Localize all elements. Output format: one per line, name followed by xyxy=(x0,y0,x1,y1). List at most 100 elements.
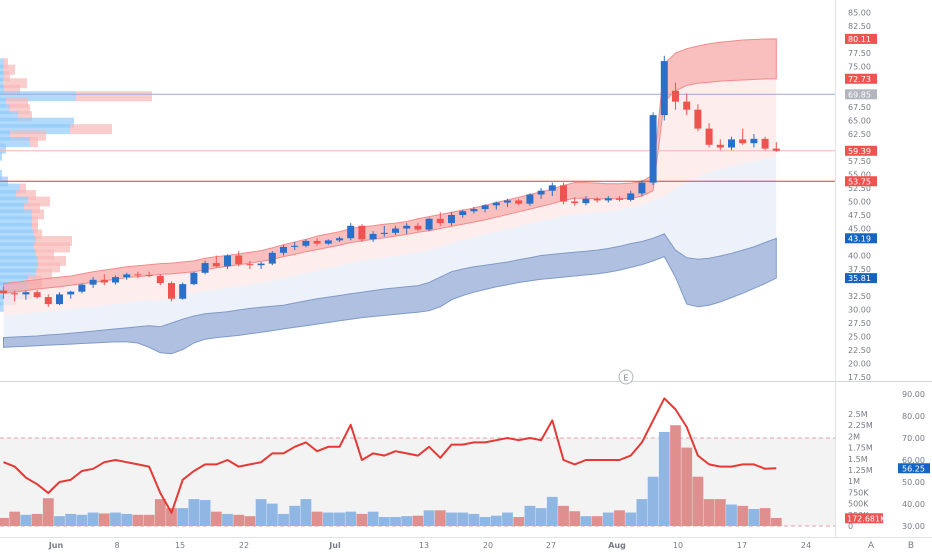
candle-body[interactable] xyxy=(414,225,422,230)
candle-body[interactable] xyxy=(470,209,478,212)
volume-bar[interactable] xyxy=(412,515,424,526)
candle-body[interactable] xyxy=(425,218,433,230)
volume-bar[interactable] xyxy=(434,510,446,526)
candle-body[interactable] xyxy=(336,238,343,241)
volume-badge[interactable] xyxy=(845,513,883,524)
event-marker[interactable]: E xyxy=(618,369,634,385)
candle-body[interactable] xyxy=(358,225,366,240)
candle-body[interactable] xyxy=(78,284,86,292)
candle-body[interactable] xyxy=(459,211,467,215)
candle-body[interactable] xyxy=(526,194,534,204)
volume-bar[interactable] xyxy=(658,431,670,526)
price-badge[interactable] xyxy=(845,33,877,44)
volume-bar[interactable] xyxy=(446,512,457,526)
candle-body[interactable] xyxy=(190,272,198,285)
volume-bar[interactable] xyxy=(390,517,401,526)
volume-bar[interactable] xyxy=(591,516,603,526)
volume-rsi-pane[interactable] xyxy=(0,397,835,527)
volume-bar[interactable] xyxy=(558,505,569,526)
volume-bar[interactable] xyxy=(334,512,345,526)
volume-bar[interactable] xyxy=(670,425,681,526)
volume-bar[interactable] xyxy=(166,508,177,526)
price-badge[interactable] xyxy=(845,89,877,100)
candle-body[interactable] xyxy=(728,139,735,148)
candle-body[interactable] xyxy=(560,185,567,202)
candle-body[interactable] xyxy=(739,139,747,144)
candle-body[interactable] xyxy=(11,293,19,295)
volume-bar[interactable] xyxy=(535,508,547,526)
candle-body[interactable] xyxy=(683,101,691,110)
candle-body[interactable] xyxy=(347,225,355,239)
volume-bar[interactable] xyxy=(759,508,771,526)
candle-body[interactable] xyxy=(302,240,310,246)
volume-bar[interactable] xyxy=(356,513,368,526)
candle-body[interactable] xyxy=(537,190,545,195)
candle-body[interactable] xyxy=(246,264,254,266)
volume-bar[interactable] xyxy=(569,511,581,526)
candle-body[interactable] xyxy=(145,274,153,277)
volume-bar[interactable] xyxy=(714,499,726,526)
candle-body[interactable] xyxy=(257,263,265,266)
volume-bar[interactable] xyxy=(692,476,704,526)
candle-body[interactable] xyxy=(515,200,523,204)
volume-bar[interactable] xyxy=(9,511,21,526)
volume-bar[interactable] xyxy=(244,516,256,526)
volume-bar[interactable] xyxy=(647,476,659,526)
volume-bar[interactable] xyxy=(20,514,32,526)
volume-bar[interactable] xyxy=(65,513,77,526)
candle-body[interactable] xyxy=(582,198,590,204)
candle-body[interactable] xyxy=(672,90,679,102)
candle-body[interactable] xyxy=(89,279,97,285)
volume-bar[interactable] xyxy=(367,511,379,526)
volume-bar[interactable] xyxy=(110,512,121,526)
log-scale-button[interactable]: B xyxy=(908,541,914,551)
volume-bar[interactable] xyxy=(468,513,480,526)
volume-bar[interactable] xyxy=(401,516,413,526)
volume-bar[interactable] xyxy=(300,499,312,526)
candle-body[interactable] xyxy=(604,198,612,201)
candle-body[interactable] xyxy=(324,240,332,244)
volume-bar[interactable] xyxy=(54,516,65,526)
volume-bar[interactable] xyxy=(580,516,592,526)
volume-bar[interactable] xyxy=(770,517,782,526)
candle-body[interactable] xyxy=(56,294,63,305)
candle-body[interactable] xyxy=(660,61,668,116)
candle-body[interactable] xyxy=(67,291,75,295)
candle-body[interactable] xyxy=(761,138,769,149)
volume-bar[interactable] xyxy=(154,499,166,526)
volume-bar[interactable] xyxy=(311,511,323,526)
candle-body[interactable] xyxy=(481,205,489,210)
candle-body[interactable] xyxy=(616,198,623,200)
volume-bar[interactable] xyxy=(210,511,222,526)
candle-body[interactable] xyxy=(705,128,713,145)
candle-body[interactable] xyxy=(112,277,119,283)
volume-bar[interactable] xyxy=(546,496,558,526)
candle-body[interactable] xyxy=(369,233,377,240)
volume-bar[interactable] xyxy=(177,508,189,526)
candle-body[interactable] xyxy=(593,198,601,201)
candle-body[interactable] xyxy=(548,185,556,191)
volume-bar[interactable] xyxy=(289,505,301,526)
candle-body[interactable] xyxy=(571,201,579,204)
volume-bar[interactable] xyxy=(222,513,233,526)
auto-scale-button[interactable]: A xyxy=(868,541,875,551)
candle-body[interactable] xyxy=(123,274,131,278)
volume-bar[interactable] xyxy=(423,510,435,526)
volume-bar[interactable] xyxy=(524,505,536,526)
price-badge[interactable] xyxy=(845,145,877,156)
volume-bar[interactable] xyxy=(737,505,749,526)
candle-body[interactable] xyxy=(168,283,175,299)
volume-bar[interactable] xyxy=(188,499,200,526)
price-badge[interactable] xyxy=(845,233,877,244)
volume-bar[interactable] xyxy=(87,512,99,526)
price-badge[interactable] xyxy=(845,176,877,187)
volume-bar[interactable] xyxy=(726,504,737,526)
candle-body[interactable] xyxy=(224,255,231,267)
volume-bar[interactable] xyxy=(278,513,289,526)
candle-body[interactable] xyxy=(235,255,243,265)
candle-body[interactable] xyxy=(22,292,30,295)
candle-body[interactable] xyxy=(380,232,388,234)
volume-bar[interactable] xyxy=(378,517,390,526)
candle-body[interactable] xyxy=(627,193,635,200)
candle-body[interactable] xyxy=(313,240,321,244)
